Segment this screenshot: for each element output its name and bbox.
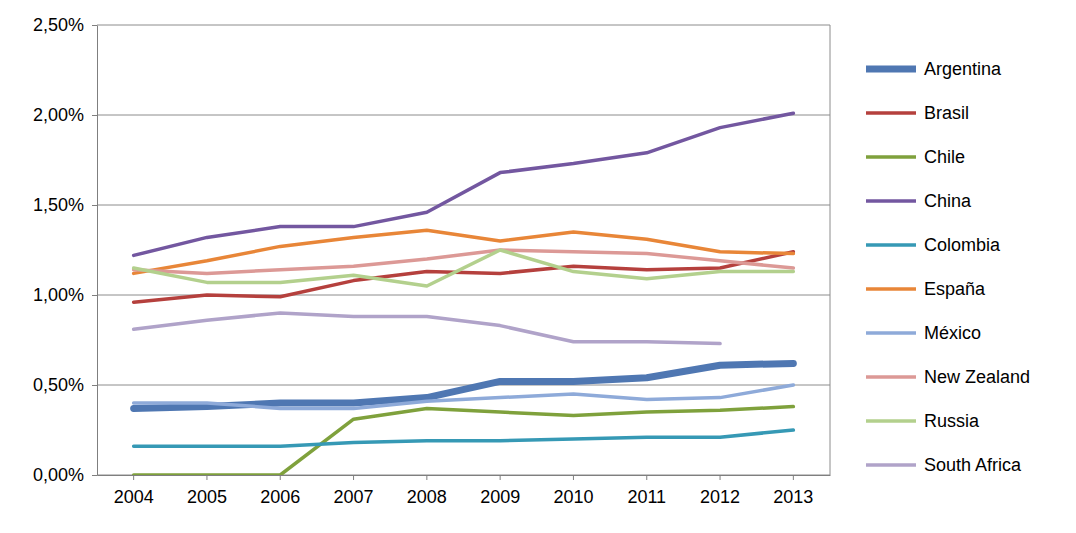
y-tick-mark <box>92 25 97 26</box>
chart: 0,00%0,50%1,00%1,50%2,00%2,50%2004200520… <box>0 0 1076 533</box>
legend-swatch <box>866 419 916 423</box>
x-tick-mark <box>793 475 794 480</box>
grid-line <box>97 385 830 386</box>
legend-label: Russia <box>924 411 980 431</box>
x-tick-mark <box>353 475 354 480</box>
x-tick: 2013 <box>773 475 813 507</box>
legend-label: China <box>924 191 972 211</box>
x-axis: 2004 2005 2006 2007 2008 2009 2010 2011 2012 2013 <box>98 475 831 507</box>
x-tick: 2008 <box>407 475 447 507</box>
x-tick: 2009 <box>480 475 520 507</box>
x-tick: 2006 <box>260 475 300 507</box>
x-tick-label: 2012 <box>700 487 740 507</box>
y-tick-label: 2,00% <box>33 105 84 125</box>
legend-label: México <box>924 323 981 343</box>
x-tick: 2004 <box>114 475 154 507</box>
legend-item: Russia <box>866 411 980 431</box>
legend-item: Chile <box>866 147 965 167</box>
legend-item: Argentina <box>866 59 1002 79</box>
x-tick-label: 2013 <box>773 487 813 507</box>
series-line <box>134 407 794 475</box>
y-tick-label: 1,00% <box>33 285 84 305</box>
legend-label: España <box>924 279 986 299</box>
x-tick-mark <box>280 475 281 480</box>
legend-label: Brasil <box>924 103 969 123</box>
legend-label: New Zealand <box>924 367 1030 387</box>
series-line <box>134 363 794 408</box>
legend-item: New Zealand <box>866 367 1030 387</box>
legend: Argentina Brasil Chile China Colombia España M… <box>866 59 1030 475</box>
x-tick-label: 2005 <box>187 487 227 507</box>
legend-swatch <box>866 331 916 335</box>
y-tick: 0,50% <box>33 375 97 395</box>
legend-swatch <box>866 155 916 159</box>
y-tick: 1,00% <box>33 285 97 305</box>
x-tick-mark <box>720 475 721 480</box>
grid-line <box>97 25 830 26</box>
grid <box>97 25 830 475</box>
y-tick-label: 0,50% <box>33 375 84 395</box>
series-line <box>134 250 794 286</box>
y-tick-label: 0,00% <box>33 465 84 485</box>
plot-frame <box>830 25 831 475</box>
y-axis-line <box>97 26 98 476</box>
series-line <box>134 430 794 446</box>
y-tick-mark <box>92 295 97 296</box>
x-tick-label: 2006 <box>260 487 300 507</box>
x-tick-label: 2008 <box>407 487 447 507</box>
legend-swatch <box>866 66 916 73</box>
legend-swatch <box>866 111 916 115</box>
legend-item: España <box>866 279 986 299</box>
x-tick: 2011 <box>627 475 666 507</box>
y-axis: 0,00% 0,50% 1,00% 1,50% 2,00% 2,50% <box>33 15 98 485</box>
x-tick-mark <box>133 475 134 480</box>
legend-swatch <box>866 287 916 291</box>
legend-swatch <box>866 243 916 247</box>
plot: 0,00%0,50%1,00%1,50%2,00%2,50%2004200520… <box>33 15 831 507</box>
x-tick: 2007 <box>334 475 374 507</box>
legend-item: China <box>866 191 972 211</box>
series-line <box>134 385 794 408</box>
y-tick: 2,50% <box>33 15 97 35</box>
y-tick: 0,00% <box>33 465 97 485</box>
x-tick-label: 2011 <box>627 487 666 507</box>
grid-line <box>97 115 830 116</box>
x-tick-mark <box>573 475 574 480</box>
legend-label: Colombia <box>924 235 1001 255</box>
legend-item: Colombia <box>866 235 1001 255</box>
y-tick-mark <box>92 115 97 116</box>
legend-swatch <box>866 463 916 467</box>
x-tick-mark <box>206 475 207 480</box>
y-tick-mark <box>92 475 97 476</box>
x-tick: 2012 <box>700 475 740 507</box>
legend-swatch <box>866 375 916 379</box>
x-tick-mark <box>500 475 501 480</box>
legend-swatch <box>866 199 916 203</box>
legend-label: Chile <box>924 147 965 167</box>
y-tick-label: 2,50% <box>33 15 84 35</box>
x-tick: 2005 <box>187 475 227 507</box>
x-tick: 2010 <box>553 475 593 507</box>
y-tick-mark <box>92 385 97 386</box>
y-tick: 1,50% <box>33 195 97 215</box>
legend-item: South Africa <box>866 455 1022 475</box>
legend-label: South Africa <box>924 455 1022 475</box>
x-tick-mark <box>426 475 427 480</box>
x-tick-label: 2009 <box>480 487 520 507</box>
series-line <box>134 313 720 344</box>
x-tick-label: 2004 <box>114 487 154 507</box>
x-tick-mark <box>646 475 647 480</box>
y-tick: 2,00% <box>33 105 97 125</box>
grid-line <box>97 205 830 206</box>
x-tick-label: 2007 <box>334 487 374 507</box>
legend-item: Brasil <box>866 103 969 123</box>
y-tick-mark <box>92 205 97 206</box>
lines <box>134 113 794 475</box>
y-tick-label: 1,50% <box>33 195 84 215</box>
x-tick-label: 2010 <box>553 487 593 507</box>
legend-label: Argentina <box>924 59 1002 79</box>
legend-item: México <box>866 323 981 343</box>
